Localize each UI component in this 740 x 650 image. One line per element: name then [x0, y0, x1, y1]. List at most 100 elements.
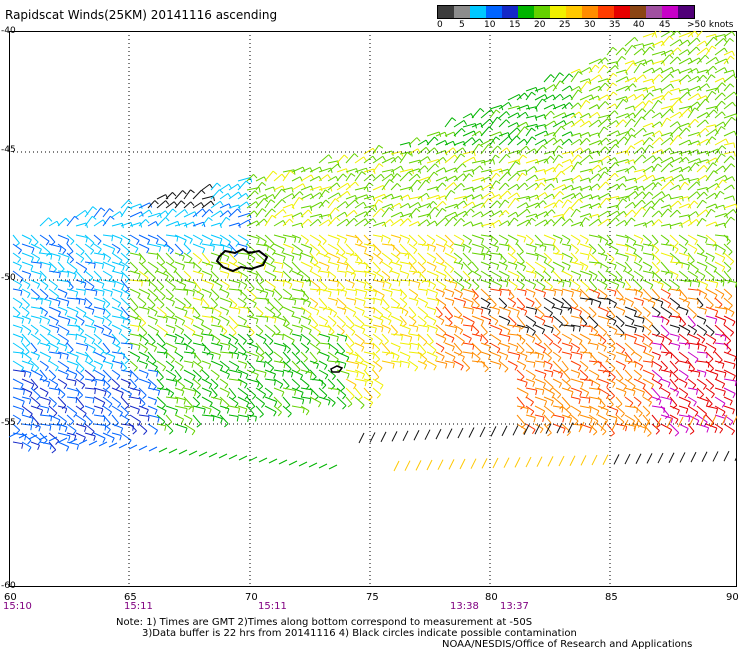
wind-barb	[210, 243, 225, 251]
wind-barb	[318, 199, 330, 209]
wind-barb	[633, 243, 644, 252]
wind-barb	[678, 39, 691, 47]
wind-barb	[453, 182, 465, 191]
wind-barb	[669, 135, 683, 146]
wind-barb	[129, 252, 142, 261]
wind-barb	[219, 216, 231, 227]
wind-barb	[471, 122, 484, 129]
wind-barb	[714, 58, 729, 65]
wind-barb	[642, 92, 654, 101]
wind-barb	[615, 198, 628, 209]
wind-barb	[633, 191, 646, 200]
wind-barb	[642, 191, 654, 200]
wind-barb	[426, 136, 439, 146]
wind-barb	[597, 252, 608, 261]
wind-barb	[615, 47, 627, 56]
wind-barb	[624, 118, 636, 128]
wind-barb	[552, 145, 563, 155]
wind-barb	[444, 182, 458, 191]
colorbar-segment	[646, 6, 662, 18]
wind-barb	[435, 200, 447, 209]
wind-barb	[714, 222, 727, 229]
wind-barb	[381, 203, 394, 209]
wind-barb	[471, 159, 486, 166]
wind-barb	[696, 186, 709, 193]
wind-barb	[264, 234, 275, 248]
wind-barb	[678, 252, 690, 261]
wind-barb	[669, 56, 682, 65]
wind-barb	[660, 108, 674, 119]
wind-barb	[633, 116, 646, 128]
wind-barb	[264, 252, 275, 265]
wind-barb	[363, 243, 376, 252]
wind-barb	[363, 252, 374, 263]
wind-barb	[300, 209, 313, 218]
wind-barb	[57, 243, 67, 255]
wind-barb	[111, 261, 125, 271]
wind-barb	[714, 243, 726, 255]
wind-barb	[147, 200, 159, 209]
wind-barb	[669, 174, 685, 182]
wind-barb	[255, 198, 269, 209]
wind-barb	[372, 208, 385, 218]
wind-barb	[102, 252, 112, 263]
wind-barb	[75, 234, 88, 243]
wind-barb	[651, 163, 662, 173]
wind-barb	[336, 173, 348, 182]
wind-barb	[552, 125, 566, 137]
wind-barb	[534, 182, 546, 191]
wind-barb	[651, 156, 663, 164]
wind-barb	[678, 74, 692, 83]
wind-barb	[561, 234, 571, 245]
wind-barb	[165, 243, 174, 255]
wind-barb	[606, 252, 615, 263]
wind-barb	[624, 234, 637, 246]
wind-barb	[453, 218, 465, 227]
wind-barb	[444, 261, 455, 274]
wind-barb	[453, 163, 467, 173]
wind-barb	[210, 189, 224, 200]
wind-barb	[714, 179, 727, 191]
wind-barb	[372, 155, 386, 164]
wind-barb	[408, 234, 418, 247]
wind-barb	[471, 202, 486, 209]
wind-barb	[678, 181, 689, 191]
wind-barb	[84, 215, 97, 227]
wind-barb	[327, 216, 341, 227]
wind-barb	[93, 234, 102, 246]
wind-barb	[201, 209, 214, 218]
wind-barb	[120, 243, 131, 256]
wind-barb	[561, 206, 574, 218]
wind-barb	[12, 261, 22, 271]
wind-barb	[714, 100, 726, 110]
wind-barb	[120, 252, 130, 265]
wind-barb	[687, 93, 702, 101]
wind-barb	[705, 87, 720, 94]
wind-barb	[300, 185, 314, 191]
wind-barb	[453, 128, 466, 137]
wind-barb	[318, 174, 331, 182]
wind-barb	[678, 31, 694, 38]
colorbar-segment	[614, 6, 630, 18]
colorbar-label: 40	[633, 20, 645, 30]
wind-barb	[138, 209, 153, 218]
wind-barb	[570, 118, 585, 128]
wind-barb	[264, 186, 276, 192]
wind-barb	[444, 234, 455, 248]
colorbar-label: 0	[437, 20, 443, 30]
wind-barb	[687, 162, 700, 173]
wind-barb	[300, 205, 313, 211]
wind-barb	[660, 117, 672, 128]
wind-barb	[237, 201, 250, 209]
wind-barb	[309, 192, 323, 200]
wind-barb	[723, 195, 736, 201]
wind-barb	[237, 252, 250, 260]
wind-barb	[417, 261, 426, 274]
wind-barb	[354, 186, 369, 192]
wind-barb	[561, 151, 574, 157]
wind-barb	[534, 192, 549, 200]
wind-barb	[291, 252, 302, 261]
colorbar-segment	[534, 6, 550, 18]
wind-barb	[714, 190, 725, 200]
wind-barb	[426, 171, 439, 182]
